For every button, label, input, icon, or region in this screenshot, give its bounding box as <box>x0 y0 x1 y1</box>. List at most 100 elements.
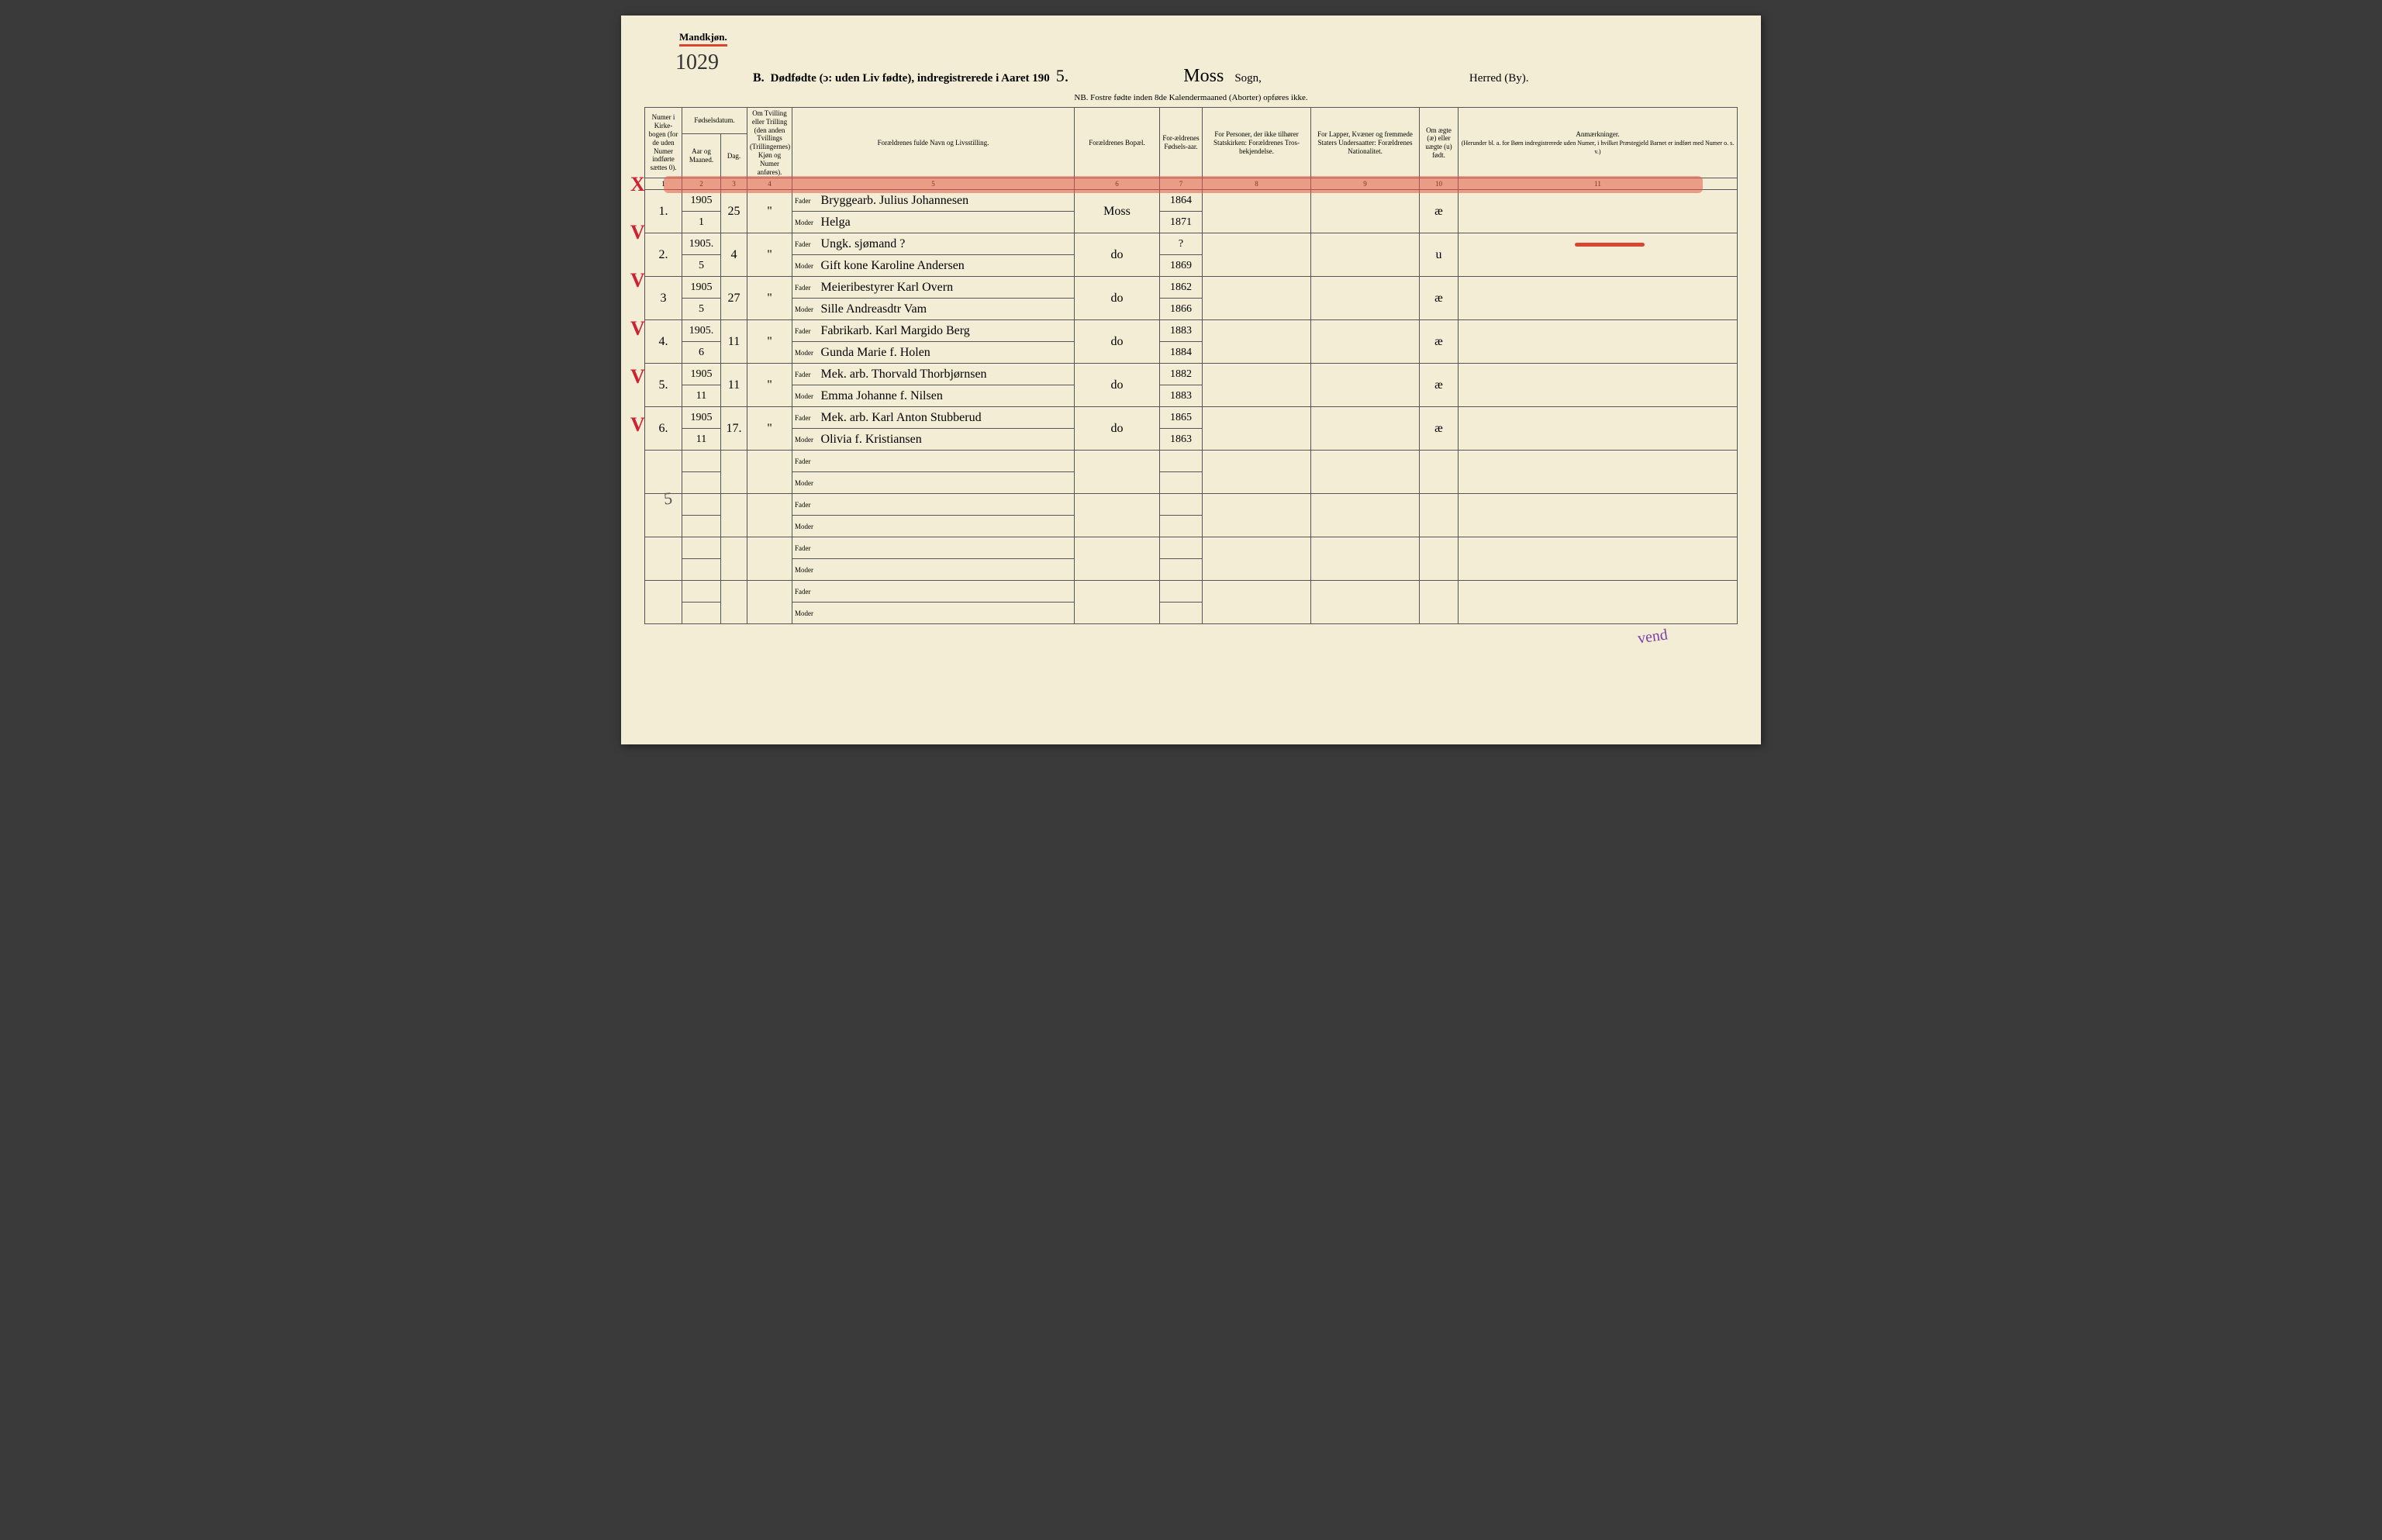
fader-name <box>819 581 1075 603</box>
twin: " <box>747 407 792 451</box>
twin: " <box>747 320 792 364</box>
entry-number: 4. <box>645 320 682 364</box>
birth-year-f: 1883 <box>1160 320 1203 342</box>
twin <box>747 451 792 494</box>
parish-label: Sogn, <box>1234 72 1262 85</box>
fader-name: Fabrikarb. Karl Margido Berg <box>819 320 1075 342</box>
moder-name: Sille Andreasdtr Vam <box>819 299 1075 320</box>
birth-year-f: 1862 <box>1160 277 1203 299</box>
moder-label: Moder <box>792 212 819 233</box>
gender-label: Mandkjøn. <box>679 31 727 47</box>
day <box>721 581 747 624</box>
twin: " <box>747 277 792 320</box>
moder-name: Gunda Marie f. Holen <box>819 342 1075 364</box>
remarks <box>1459 407 1738 451</box>
confession <box>1203 190 1311 233</box>
confession <box>1203 320 1311 364</box>
aegte: æ <box>1420 277 1459 320</box>
birth-year-m <box>1160 472 1203 494</box>
birth-year-m <box>1160 603 1203 624</box>
title-row: B. Dødfødte (ɔ: uden Liv fødte), indregi… <box>644 66 1738 87</box>
day: 25 <box>721 190 747 233</box>
twin: " <box>747 233 792 277</box>
birth-year-m: 1871 <box>1160 212 1203 233</box>
margin-checkmark: V <box>630 365 645 388</box>
col-9-header: For Lapper, Kvæner og fremmede Staters U… <box>1311 108 1420 178</box>
header-top: Mandkjøn. 1029 <box>644 31 1738 62</box>
year-month-m: 11 <box>682 385 721 407</box>
twin <box>747 494 792 537</box>
moder-label: Moder <box>792 472 819 494</box>
fader-name <box>819 451 1075 472</box>
year-month-m <box>682 516 721 537</box>
fader-name: Ungk. sjømand ? <box>819 233 1075 255</box>
aegte <box>1420 451 1459 494</box>
fader-label: Fader <box>792 407 819 429</box>
year-month-f <box>682 581 721 603</box>
year-month-m: 5 <box>682 299 721 320</box>
moder-name: Helga <box>819 212 1075 233</box>
birth-year-f <box>1160 451 1203 472</box>
confession <box>1203 364 1311 407</box>
confession <box>1203 581 1311 624</box>
moder-label: Moder <box>792 603 819 624</box>
moder-name: Olivia f. Kristiansen <box>819 429 1075 451</box>
moder-label: Moder <box>792 559 819 581</box>
moder-name: Gift kone Karoline Andersen <box>819 255 1075 277</box>
margin-checkmark: V <box>630 413 645 437</box>
fader-name: Mek. arb. Thorvald Thorbjørnsen <box>819 364 1075 385</box>
remarks <box>1459 581 1738 624</box>
purple-signature: vend <box>1637 626 1669 647</box>
birth-year-m: 1863 <box>1160 429 1203 451</box>
confession <box>1203 451 1311 494</box>
entry-number: 2. <box>645 233 682 277</box>
fader-label: Fader <box>792 537 819 559</box>
margin-checkmark: V <box>630 269 645 292</box>
bopael <box>1075 451 1160 494</box>
moder-label: Moder <box>792 255 819 277</box>
red-crayon-strikethrough <box>664 176 1703 193</box>
nationality <box>1311 233 1420 277</box>
bopael <box>1075 494 1160 537</box>
fader-name: Mek. arb. Karl Anton Stubberud <box>819 407 1075 429</box>
day <box>721 451 747 494</box>
twin <box>747 537 792 581</box>
moder-label: Moder <box>792 429 819 451</box>
entry-number: 6. <box>645 407 682 451</box>
bopael: Moss <box>1075 190 1160 233</box>
confession <box>1203 494 1311 537</box>
title-prefix: B. <box>753 71 765 85</box>
remarks <box>1459 190 1738 233</box>
fader-label: Fader <box>792 581 819 603</box>
year-month-m: 1 <box>682 212 721 233</box>
col-11-header: Anmærkninger. (Herunder bl. a. for Børn … <box>1459 108 1738 178</box>
district-label: Herred (By). <box>1469 72 1529 85</box>
col-2-header-top: Fødselsdatum. <box>682 108 747 134</box>
birth-year-f <box>1160 581 1203 603</box>
twin <box>747 581 792 624</box>
col-1-header: Numer i Kirke-bogen (for de uden Numer i… <box>645 108 682 178</box>
twin: " <box>747 364 792 407</box>
nationality <box>1311 364 1420 407</box>
aegte: æ <box>1420 364 1459 407</box>
nationality <box>1311 277 1420 320</box>
entry-row-fader: 3190527"FaderMeieribestyrer Karl Overndo… <box>645 277 1738 299</box>
margin-checkmark: V <box>630 317 645 340</box>
year-month-f <box>682 537 721 559</box>
col-6-header: Forældrenes Bopæl. <box>1075 108 1160 178</box>
entry-row-fader: 6.190517."FaderMek. arb. Karl Anton Stub… <box>645 407 1738 429</box>
bopael <box>1075 581 1160 624</box>
table-header: Numer i Kirke-bogen (for de uden Numer i… <box>645 108 1738 178</box>
remarks <box>1459 320 1738 364</box>
year-month-f: 1905. <box>682 320 721 342</box>
day: 11 <box>721 364 747 407</box>
year-month-m <box>682 472 721 494</box>
col-5-header: Forældrenes fulde Navn og Livsstilling. <box>792 108 1075 178</box>
year-month-m: 5 <box>682 255 721 277</box>
day <box>721 537 747 581</box>
col-2a-header: Aar og Maaned. <box>682 134 721 178</box>
year-month-m: 11 <box>682 429 721 451</box>
confession <box>1203 407 1311 451</box>
col-8-header: For Personer, der ikke tilhører Statskir… <box>1203 108 1311 178</box>
year-month-m: 6 <box>682 342 721 364</box>
